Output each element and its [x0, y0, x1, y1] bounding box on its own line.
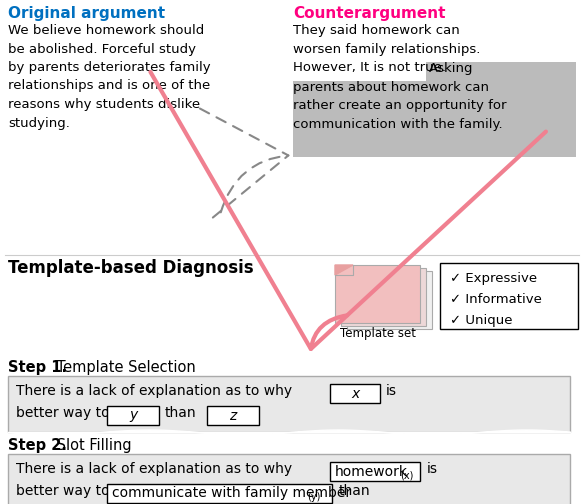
- Text: x: x: [351, 387, 359, 401]
- Text: z: z: [230, 409, 237, 422]
- Bar: [107, 484, 332, 503]
- Bar: [347, 271, 432, 329]
- Text: better way to: better way to: [16, 406, 110, 420]
- Text: Template set: Template set: [340, 327, 416, 340]
- Text: communicate with family member: communicate with family member: [112, 486, 351, 500]
- Text: parents about homework can
rather create an opportunity for
communication with t: parents about homework can rather create…: [293, 81, 506, 131]
- Text: There is a lack of explanation as to why: There is a lack of explanation as to why: [16, 384, 292, 398]
- Bar: [330, 384, 380, 403]
- Bar: [293, 81, 576, 157]
- Text: better way to: better way to: [16, 484, 110, 498]
- Text: They said homework can
worsen family relationships.
However, It is not true.: They said homework can worsen family rel…: [293, 24, 481, 74]
- Text: ✓ Unique: ✓ Unique: [450, 314, 513, 327]
- Text: Step 2.: Step 2.: [8, 438, 67, 453]
- Bar: [330, 462, 420, 481]
- Bar: [8, 376, 570, 432]
- Text: is: is: [427, 462, 438, 476]
- Text: Asking: Asking: [429, 62, 474, 75]
- Text: than: than: [339, 484, 371, 498]
- FancyArrowPatch shape: [200, 108, 288, 219]
- Text: Original argument: Original argument: [8, 6, 165, 21]
- Text: (y): (y): [307, 492, 321, 502]
- Bar: [341, 268, 426, 326]
- Text: ✓ Expressive: ✓ Expressive: [450, 272, 537, 285]
- Text: is: is: [386, 384, 397, 398]
- Text: Counterargument: Counterargument: [293, 6, 446, 21]
- Bar: [207, 406, 259, 425]
- Text: Template Selection: Template Selection: [52, 360, 196, 375]
- Text: We believe homework should
be abolished. Forceful study
by parents deteriorates : We believe homework should be abolished.…: [8, 24, 211, 130]
- Text: y: y: [129, 409, 137, 422]
- Text: Template-based Diagnosis: Template-based Diagnosis: [8, 259, 253, 277]
- Text: ✓ Informative: ✓ Informative: [450, 293, 542, 306]
- Bar: [426, 62, 576, 81]
- Text: Slot Filling: Slot Filling: [52, 438, 131, 453]
- Text: Step 1.: Step 1.: [8, 360, 67, 375]
- Text: (x): (x): [400, 470, 413, 480]
- Text: than: than: [165, 406, 197, 420]
- Bar: [335, 265, 420, 323]
- Bar: [440, 263, 578, 329]
- Bar: [107, 406, 159, 425]
- Text: homework: homework: [335, 465, 408, 478]
- Bar: [8, 454, 570, 504]
- Text: There is a lack of explanation as to why: There is a lack of explanation as to why: [16, 462, 292, 476]
- Polygon shape: [335, 265, 353, 275]
- FancyArrowPatch shape: [151, 72, 546, 349]
